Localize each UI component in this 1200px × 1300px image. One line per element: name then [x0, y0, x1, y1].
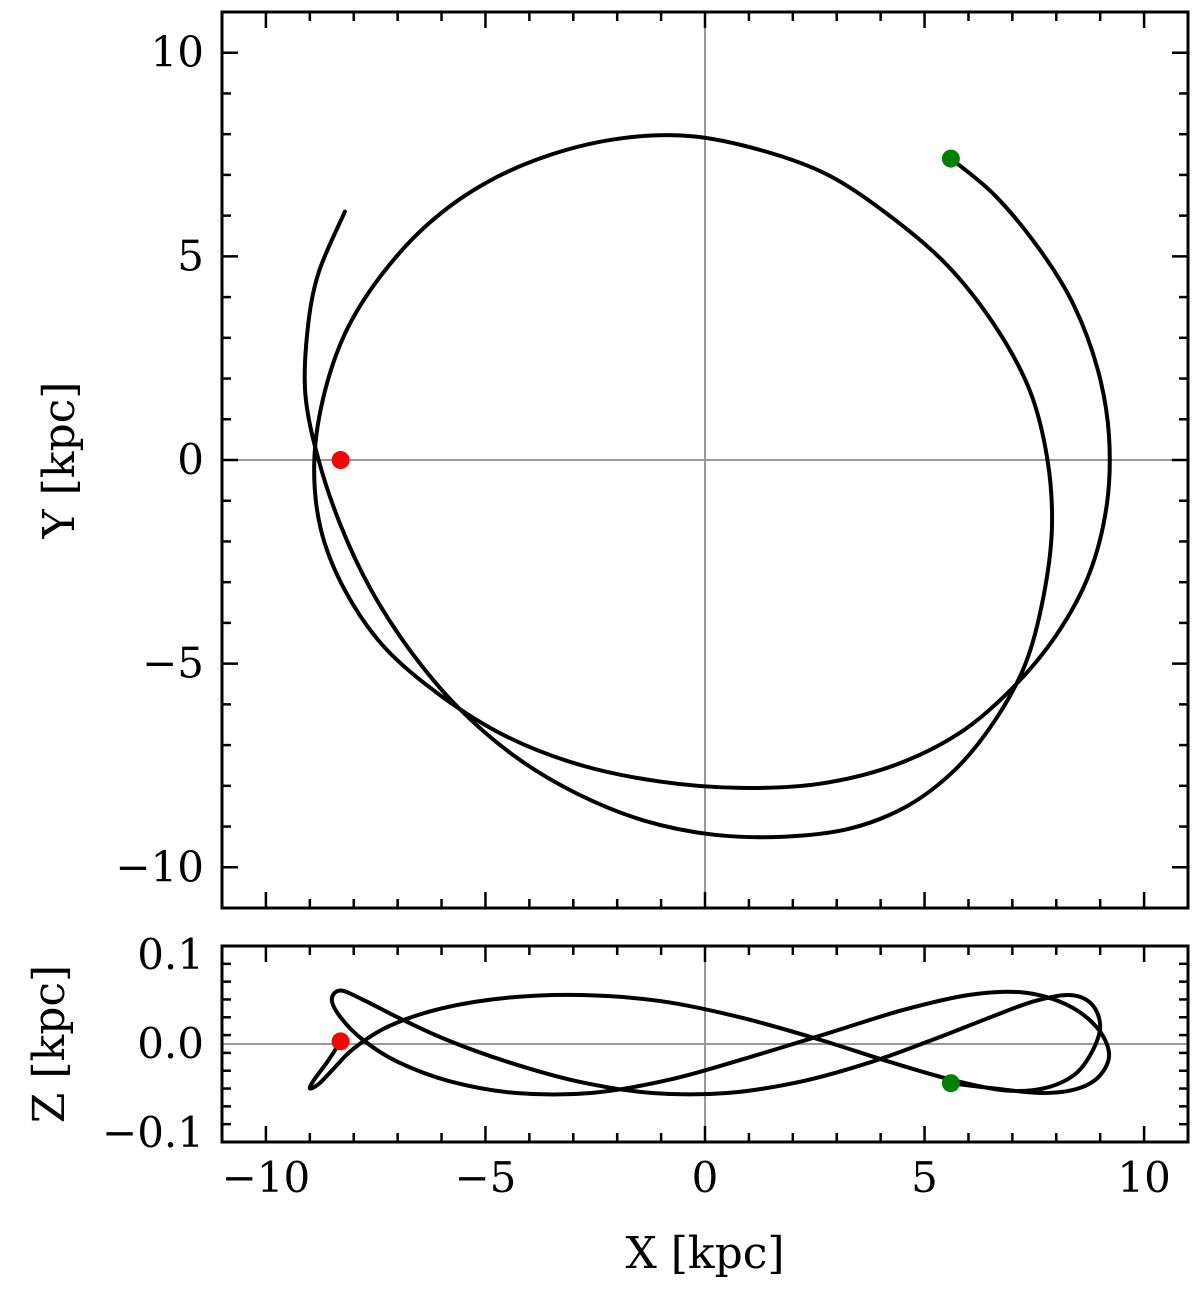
x-tick-label: 10 — [1117, 1153, 1170, 1202]
xz-panel: −0.1 0.0 0.1 −10 −5 0 5 10 Z [kpc] X [kpc] — [24, 930, 1190, 1279]
y-axis-label: Z [kpc] — [24, 965, 75, 1123]
x-axis-label: X [kpc] — [625, 1228, 784, 1279]
y-tick-label: 0 — [177, 435, 204, 484]
end-marker — [941, 1074, 960, 1093]
orbit-line — [302, 133, 1112, 840]
y-tick-label: −5 — [142, 639, 204, 688]
x-tick-label: 0 — [692, 1153, 719, 1202]
x-tick-label: −5 — [454, 1153, 516, 1202]
y-tick-label: 0.0 — [137, 1019, 204, 1068]
y-tick-label: 0.1 — [137, 930, 204, 979]
xy-panel: −10 −5 0 5 10 Y [kpc] — [34, 10, 1190, 910]
plot-frame — [220, 10, 1190, 910]
y-tick-label: 5 — [177, 231, 204, 280]
start-marker — [331, 1032, 350, 1051]
y-axis-label: Y [kpc] — [34, 382, 85, 540]
plot-frame — [220, 944, 1190, 1144]
start-marker — [331, 451, 350, 469]
y-tick-label: 10 — [151, 28, 204, 77]
orbit-line — [307, 988, 1112, 1097]
y-tick-label: −0.1 — [102, 1108, 204, 1157]
y-tick-label: −10 — [115, 842, 204, 891]
x-tick-label: −10 — [222, 1153, 311, 1202]
x-tick-label: 5 — [911, 1153, 938, 1202]
end-marker — [941, 149, 960, 168]
